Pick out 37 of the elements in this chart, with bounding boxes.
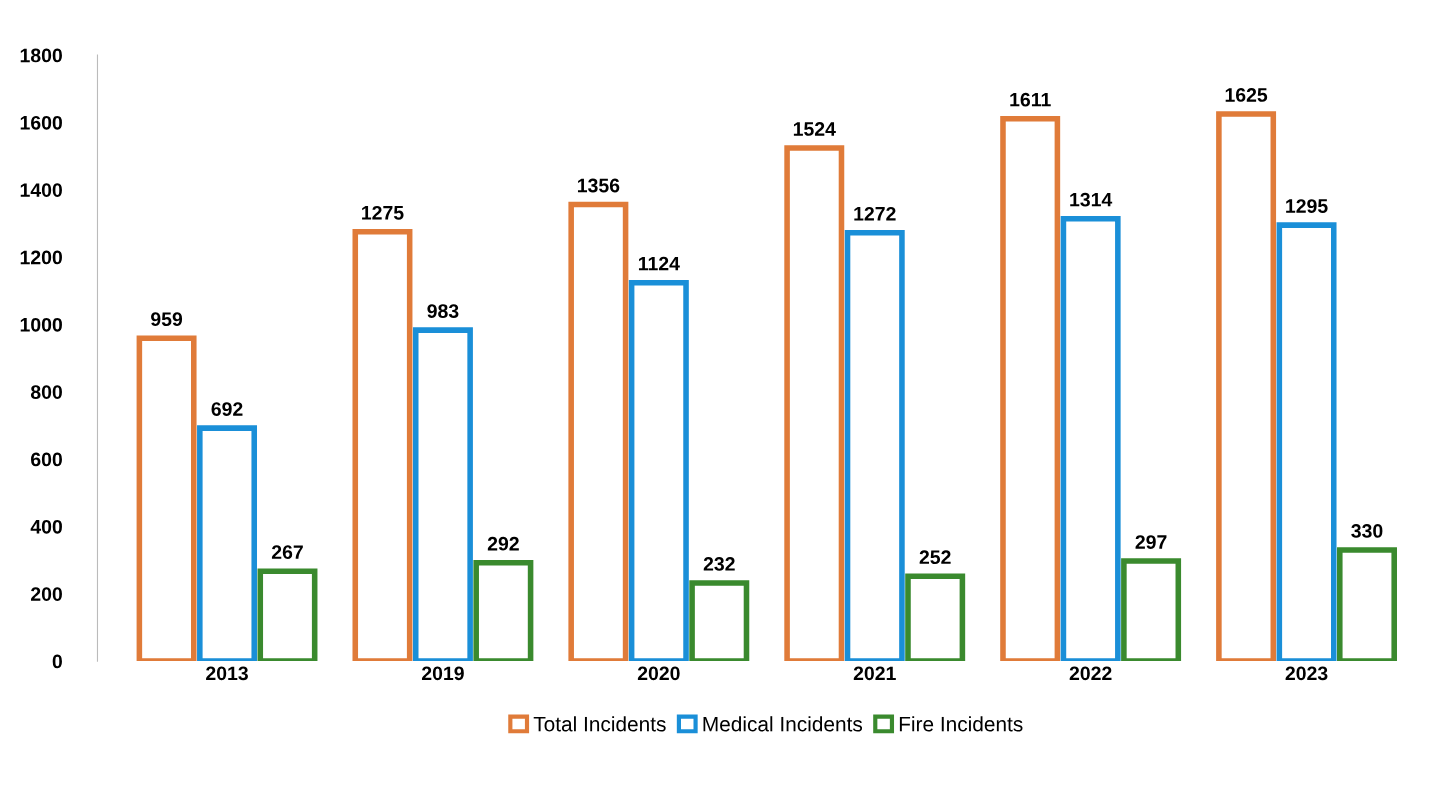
y-tick-label: 1200 [20, 250, 62, 265]
data-label: 1295 [1286, 199, 1328, 213]
data-label: 692 [211, 402, 243, 416]
data-label: 1124 [638, 256, 680, 271]
y-tick-label: 800 [30, 385, 62, 399]
data-label: 232 [703, 557, 735, 571]
legend-label: Total Incidents [533, 716, 666, 732]
data-label: 1625 [1225, 88, 1268, 102]
data-label: 959 [151, 312, 183, 327]
data-label: 267 [271, 545, 303, 560]
x-tick-label: 2019 [421, 666, 464, 681]
y-tick-label: 0 [52, 654, 62, 669]
data-label: 983 [427, 304, 459, 318]
data-label: 1611 [1010, 92, 1051, 107]
x-tick-label: 2020 [637, 666, 680, 681]
y-tick-label: 1000 [20, 317, 62, 332]
y-tick-label: 400 [30, 519, 62, 534]
y-tick-label: 600 [31, 452, 62, 467]
data-label: 297 [1135, 535, 1167, 549]
data-label: 1356 [577, 178, 620, 193]
data-label: 252 [919, 550, 951, 565]
data-label: 1272 [854, 206, 896, 221]
data-label: 1524 [793, 122, 836, 136]
x-tick-label: 2013 [206, 666, 248, 681]
data-label: 1275 [362, 205, 404, 220]
y-tick-label: 1400 [20, 183, 62, 197]
data-label: 292 [487, 536, 519, 551]
y-tick-label: 1800 [20, 48, 62, 63]
x-tick-label: 2023 [1285, 666, 1328, 681]
legend-label: Fire Incidents [899, 716, 1023, 732]
data-label: 1314 [1070, 192, 1113, 207]
x-tick-label: 2021 [853, 666, 896, 681]
legend-label: Medical Incidents [703, 716, 863, 732]
y-tick-label: 200 [31, 587, 62, 601]
data-label: 330 [1351, 524, 1383, 538]
x-tick-label: 2022 [1069, 666, 1112, 681]
y-tick-label: 1600 [20, 115, 62, 130]
